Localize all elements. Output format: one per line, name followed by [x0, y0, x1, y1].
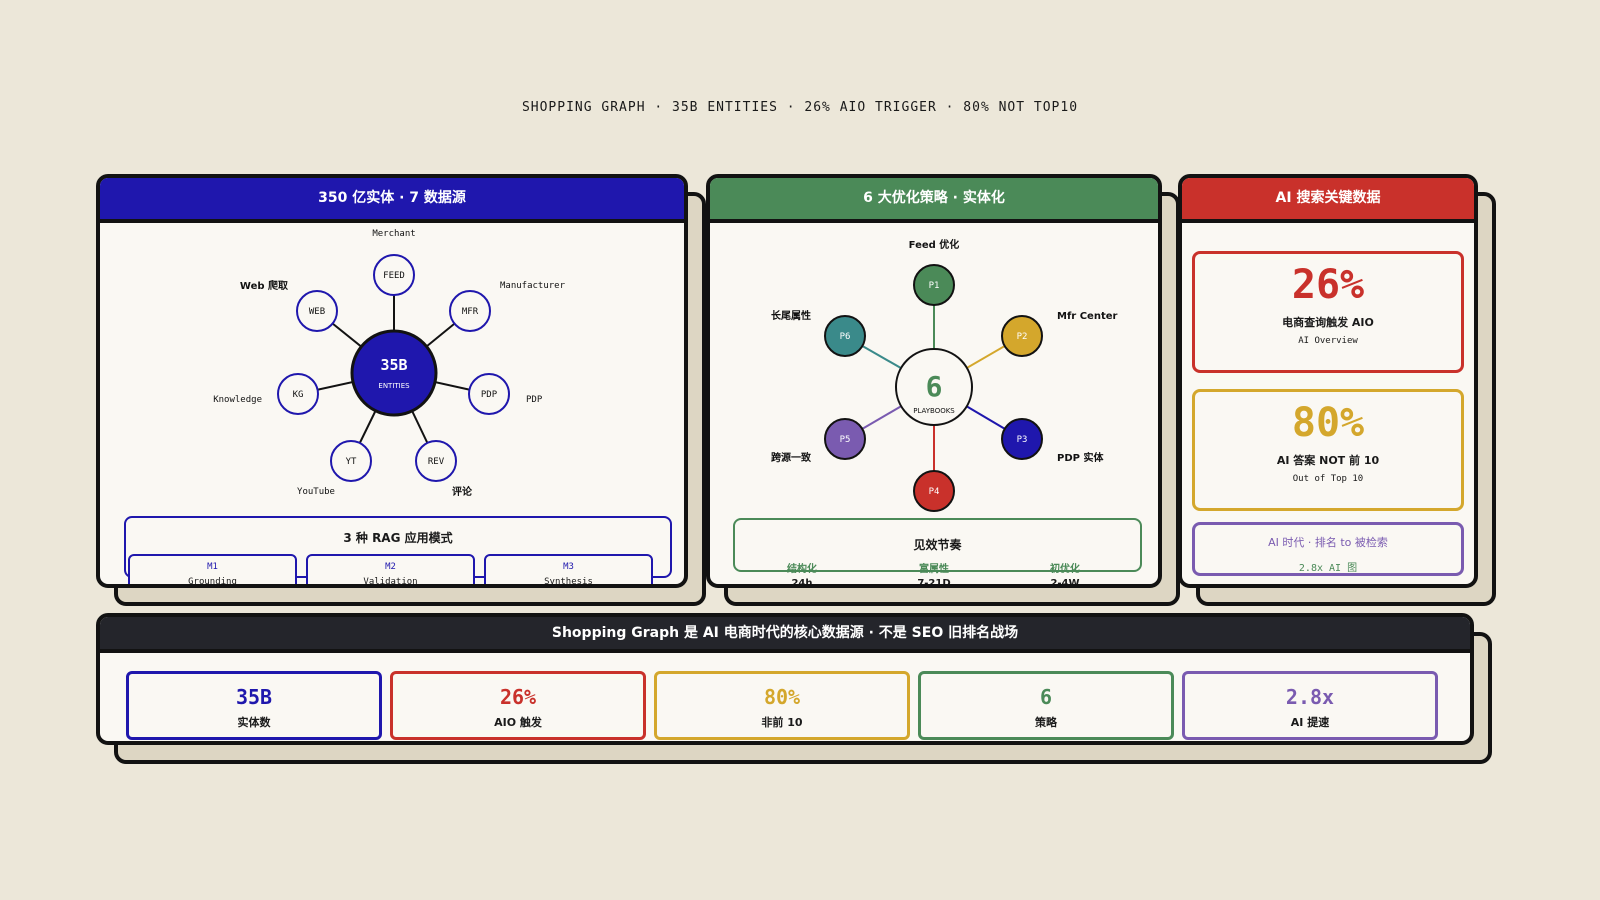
playbook-hub-diagram: P1 Feed 优化 P2 Mfr Center P3 PDP 实体 P4 P5 跨源一致 P6 长… — [771, 238, 1118, 512]
metric-label: 实体数 — [237, 716, 271, 729]
source-node — [330, 440, 372, 482]
note-value: 2.8x AI 图 — [1298, 563, 1358, 574]
rag-mode-m3: M3 Synthesis — [484, 554, 653, 587]
playbook-center — [895, 348, 973, 426]
metric-label: 策略 — [1035, 716, 1057, 729]
stat-desc: AI 答案 NOT 前 10 — [1276, 454, 1380, 467]
keydata-panel-title: AI 搜索关键数据 — [1182, 178, 1474, 223]
stat-aio-trigger: 26% 电商查询触发 AIO AI Overview — [1192, 251, 1464, 373]
mode-name: Grounding — [188, 577, 237, 587]
metric-not-top10: 80% 非前 10 — [654, 671, 910, 740]
metric-speedup: 2.8x AI 提速 — [1182, 671, 1438, 740]
metric-value: 80% — [763, 685, 801, 709]
source-node-code: MFR — [462, 307, 479, 317]
stat-not-top10: 80% AI 答案 NOT 前 10 Out of Top 10 — [1192, 389, 1464, 511]
rag-modes-title: 3 种 RAG 应用模式 — [343, 531, 453, 545]
rag-mode-m2: M2 Validation — [306, 554, 475, 587]
source-node-label: 评论 — [452, 485, 473, 498]
source-node-code: YT — [346, 457, 357, 467]
source-node — [468, 373, 510, 415]
source-node-label: YouTube — [297, 487, 335, 497]
metric-entities: 35B 实体数 — [126, 671, 382, 740]
stat-value: 26% — [1291, 262, 1365, 308]
mode-name: Synthesis — [544, 577, 593, 587]
playbook-center-value: 6 — [926, 370, 943, 403]
source-node — [373, 254, 415, 296]
rhythm-value: 2-4W — [1050, 578, 1080, 588]
source-node-label: PDP — [526, 395, 543, 405]
playbook-node-code: P4 — [929, 487, 940, 497]
metric-aio: 26% AIO 触发 — [390, 671, 646, 740]
rhythm-box: 见效节奏 — [733, 518, 1142, 572]
rag-mode-m1: M1 Grounding — [128, 554, 297, 587]
source-node — [449, 290, 491, 332]
playbook-node — [1001, 315, 1043, 357]
metric-label: 非前 10 — [761, 716, 803, 729]
rhythm-title: 见效节奏 — [913, 538, 962, 552]
stat-sub: AI Overview — [1298, 336, 1358, 346]
source-node-code: KG — [293, 390, 304, 400]
stat-note: AI 时代 · 排名 to 被检索 2.8x AI 图 — [1192, 522, 1464, 576]
source-node-label: Web 爬取 — [240, 279, 289, 292]
summary-title: Shopping Graph 是 AI 电商时代的核心数据源 · 不是 SEO … — [100, 617, 1470, 653]
playbook-node — [1001, 418, 1043, 460]
playbook-node-code: P3 — [1017, 435, 1028, 445]
playbook-node-label: 跨源一致 — [771, 451, 812, 464]
stat-desc: 电商查询触发 AIO — [1282, 316, 1374, 329]
playbook-node — [824, 418, 866, 460]
playbook-node-code: P1 — [929, 281, 940, 291]
playbook-node-label: 长尾属性 — [771, 309, 811, 322]
metric-label: AI 提速 — [1290, 716, 1330, 729]
rhythm-item: 富属性 7-21D — [884, 560, 984, 588]
playbook-node-label: Mfr Center — [1057, 311, 1118, 322]
rhythm-item: 结构化 24h — [752, 560, 852, 588]
mode-id: M2 — [385, 562, 396, 572]
hub-center — [350, 329, 438, 417]
source-node-code: PDP — [481, 390, 498, 400]
source-node-label: Merchant — [372, 229, 415, 239]
mode-id: M1 — [207, 562, 218, 572]
playbook-node — [913, 264, 955, 306]
source-node-code: REV — [428, 457, 445, 467]
source-node — [277, 373, 319, 415]
source-node-label: Manufacturer — [500, 281, 566, 291]
rhythm-value: 7-21D — [917, 578, 951, 588]
playbook-center-label: PLAYBOOKS — [913, 407, 955, 415]
entities-panel-title: 350 亿实体 · 7 数据源 — [100, 178, 684, 223]
rhythm-value: 24h — [791, 578, 813, 588]
rhythm-key: 初优化 — [1050, 564, 1080, 575]
metric-value: 2.8x — [1285, 685, 1335, 709]
source-node — [296, 290, 338, 332]
playbook-node-code: P5 — [840, 435, 851, 445]
metric-label: AIO 触发 — [494, 716, 542, 729]
page-title: SHOPPING GRAPH · 35B ENTITIES · 26% AIO … — [521, 100, 1079, 115]
rhythm-key: 富属性 — [919, 564, 949, 575]
playbook-node-code: P6 — [840, 332, 851, 342]
playbook-node-code: P2 — [1017, 332, 1028, 342]
source-node-code: WEB — [309, 307, 325, 317]
metric-value: 6 — [1039, 685, 1053, 709]
stat-sub: Out of Top 10 — [1292, 474, 1364, 484]
entity-hub-diagram: FEED Merchant MFR Manufacturer PDP PDP REV 评论 YT… — [213, 229, 566, 498]
playbook-node — [824, 315, 866, 357]
playbook-node — [913, 470, 955, 512]
hub-center-value: 35B — [380, 356, 407, 374]
metric-value: 26% — [499, 685, 537, 709]
mode-id: M3 — [563, 562, 574, 572]
rhythm-item: 初优化 2-4W — [1015, 560, 1115, 588]
metric-value: 35B — [235, 685, 273, 709]
source-node — [415, 440, 457, 482]
note-title: AI 时代 · 排名 to 被检索 — [1268, 536, 1388, 549]
playbook-node-label: Feed 优化 — [909, 238, 960, 251]
stat-value: 80% — [1291, 400, 1365, 446]
source-node-label: Knowledge — [213, 395, 262, 405]
source-node-code: FEED — [383, 271, 405, 281]
hub-center-label: ENTITIES — [378, 382, 410, 390]
metric-playbooks: 6 策略 — [918, 671, 1174, 740]
rhythm-key: 结构化 — [787, 564, 817, 575]
mode-name: Validation — [363, 577, 418, 587]
playbook-node-label: PDP 实体 — [1057, 451, 1104, 464]
playbooks-panel-title: 6 大优化策略 · 实体化 — [710, 178, 1158, 223]
